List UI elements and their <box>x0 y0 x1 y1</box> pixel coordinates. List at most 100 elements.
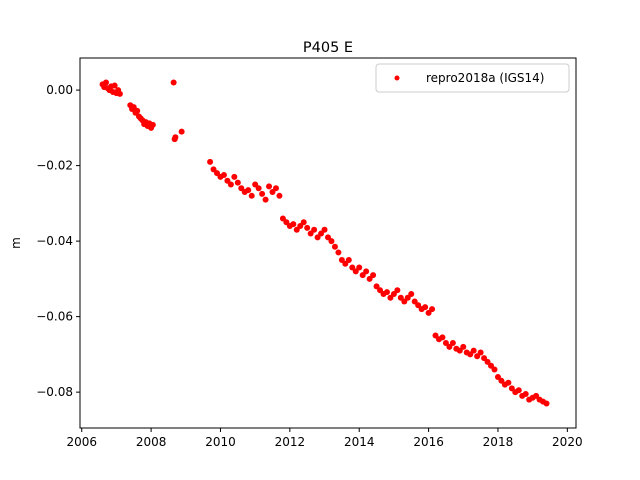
data-point <box>467 351 474 358</box>
data-point <box>224 177 231 184</box>
data-point <box>269 189 276 196</box>
data-point <box>338 256 345 263</box>
data-point <box>342 260 349 267</box>
data-point <box>387 294 394 301</box>
data-point <box>307 230 314 237</box>
data-point <box>170 79 177 86</box>
data-point <box>325 234 331 241</box>
chart-title: P405 E <box>303 40 353 56</box>
data-point <box>297 223 304 230</box>
data-point <box>300 219 307 226</box>
data-point <box>214 170 221 177</box>
data-point <box>432 332 439 339</box>
data-point <box>491 366 498 373</box>
data-point <box>262 196 269 203</box>
data-point <box>245 187 252 194</box>
data-point <box>422 304 429 311</box>
legend-box <box>375 63 570 93</box>
data-point <box>220 172 227 179</box>
data-point <box>331 243 338 250</box>
y-tick-label: −0.04 <box>36 234 73 248</box>
legend-marker <box>394 75 400 81</box>
data-point <box>252 181 259 188</box>
data-point <box>411 298 418 305</box>
data-point <box>328 238 335 245</box>
data-point <box>543 400 550 407</box>
data-point <box>429 306 436 313</box>
data-point <box>321 226 328 233</box>
data-point <box>442 340 449 347</box>
data-point <box>234 179 241 186</box>
data-point <box>470 347 477 354</box>
data-point <box>505 379 512 386</box>
data-point <box>290 221 297 228</box>
data-point <box>494 374 501 381</box>
x-tick-label: 2012 <box>275 435 306 449</box>
data-point <box>266 183 273 190</box>
data-point <box>318 230 325 237</box>
data-point <box>522 391 529 398</box>
x-tick-label: 2020 <box>552 435 583 449</box>
data-point <box>390 290 397 297</box>
data-point <box>149 121 156 128</box>
data-point <box>533 392 540 399</box>
data-point <box>425 309 432 316</box>
data-point <box>356 264 363 271</box>
data-point <box>103 79 110 86</box>
data-point <box>477 349 484 356</box>
x-tick-label: 2016 <box>413 435 444 449</box>
data-point <box>446 343 453 350</box>
data-point <box>345 256 352 263</box>
data-point <box>207 158 214 165</box>
data-point <box>293 226 300 233</box>
data-point <box>439 334 446 341</box>
data-point <box>352 268 359 275</box>
x-tick-label: 2018 <box>483 435 514 449</box>
data-point <box>474 353 481 360</box>
data-point <box>481 355 488 362</box>
data-point <box>116 90 123 97</box>
data-point <box>210 166 217 173</box>
y-tick-label: −0.06 <box>36 310 73 324</box>
data-point <box>373 283 380 290</box>
data-point <box>515 387 522 394</box>
y-axis-label: m <box>9 237 23 249</box>
data-points <box>99 79 550 407</box>
data-point <box>283 219 290 226</box>
data-point <box>498 377 505 384</box>
legend-label: repro2018a (IGS14) <box>426 71 544 85</box>
y-axis: 0.00 −0.02 −0.04 −0.06 −0.08 <box>36 83 80 399</box>
data-point <box>272 185 279 192</box>
data-point <box>311 226 318 233</box>
data-point <box>248 192 255 199</box>
data-point <box>238 185 245 192</box>
x-tick-label: 2010 <box>205 435 236 449</box>
x-tick-label: 2006 <box>66 435 97 449</box>
x-tick-label: 2014 <box>344 435 375 449</box>
data-point <box>335 249 342 256</box>
data-point <box>178 128 185 135</box>
data-point <box>255 185 262 192</box>
data-point <box>279 215 286 222</box>
data-point <box>415 302 422 309</box>
data-point <box>231 173 238 180</box>
data-point <box>408 290 415 297</box>
data-point <box>460 343 467 350</box>
x-tick-label: 2008 <box>136 435 167 449</box>
data-point <box>508 385 515 392</box>
legend: repro2018a (IGS14) <box>375 63 570 93</box>
data-point <box>276 192 283 199</box>
data-point <box>449 340 456 347</box>
data-point <box>314 234 321 241</box>
data-point <box>171 136 178 143</box>
y-tick-label: −0.08 <box>36 385 73 399</box>
data-point <box>377 287 384 294</box>
data-point <box>366 275 373 282</box>
data-point <box>394 287 401 294</box>
data-point <box>349 264 356 271</box>
data-point <box>401 298 408 305</box>
data-point <box>397 294 404 301</box>
plot-frame <box>79 57 577 429</box>
data-point <box>134 107 141 114</box>
